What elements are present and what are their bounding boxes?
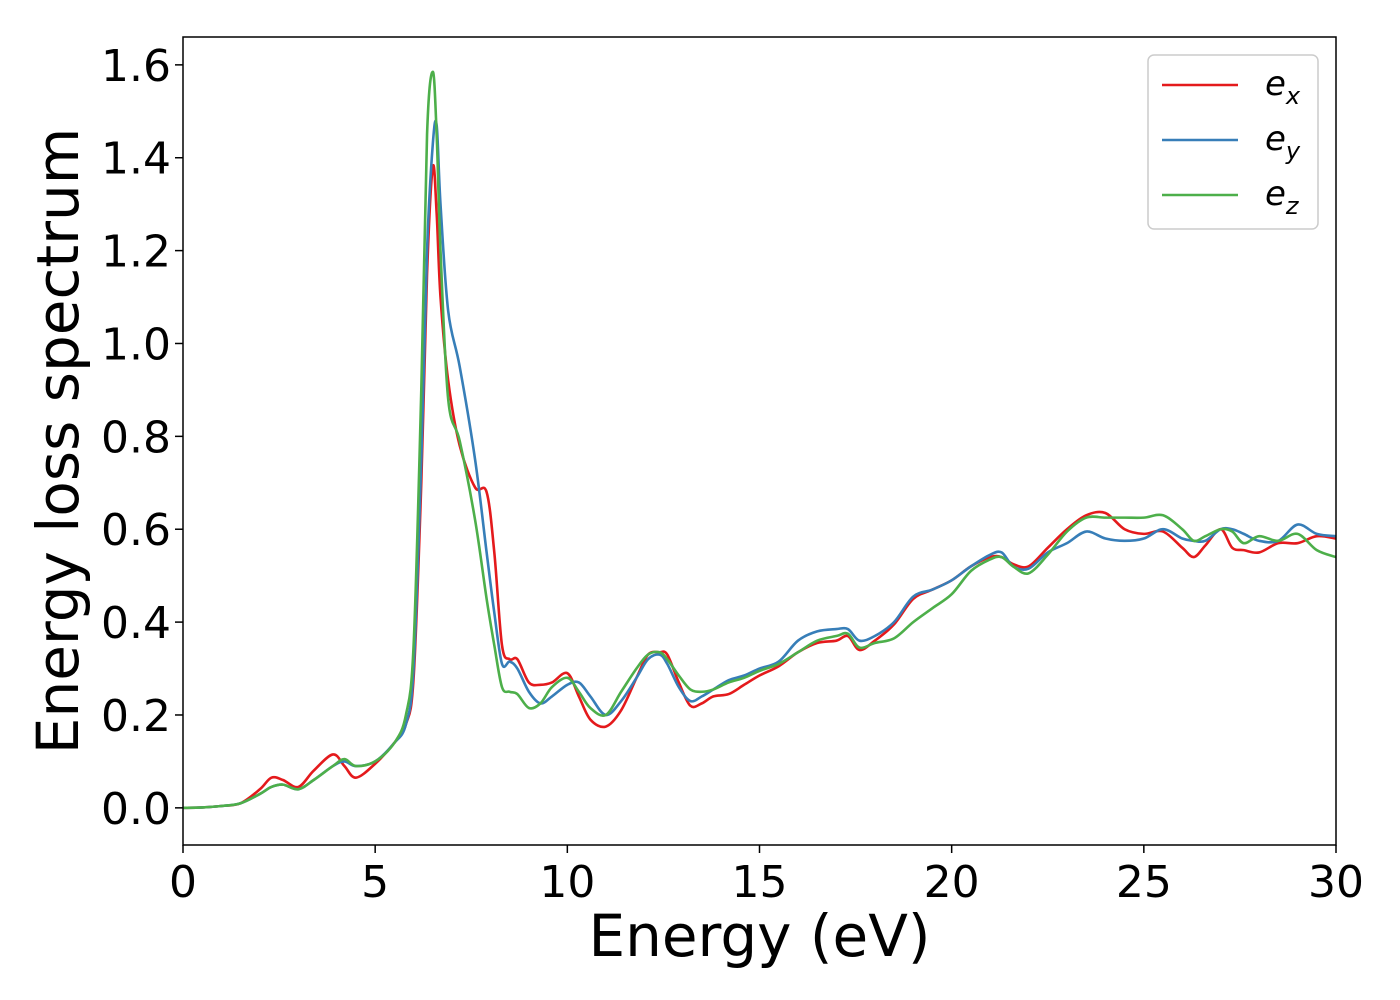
series-line-x [183,163,1336,810]
y-tick-label: 1.2 [101,227,171,278]
series-line-y [183,119,1336,810]
y-tick-label: 0.4 [101,598,171,649]
x-tick-label: 15 [732,857,788,908]
y-tick-label: 0.8 [101,412,171,463]
y-tick-label: 1.0 [101,319,171,370]
y-tick-label: 1.4 [101,134,171,185]
x-tick-label: 20 [924,857,980,908]
x-axis-title: Energy (eV) [588,902,930,970]
x-tick-label: 10 [539,857,595,908]
legend: ex ey ez [1147,54,1319,230]
y-axis-title: Energy loss spectrum [24,128,92,754]
legend-label-y: ey [1265,119,1301,165]
y-tick-label: 0.2 [101,691,171,742]
series-layer [183,70,1336,810]
legend-box [1147,54,1319,230]
x-axis: 0 5 10 15 20 25 30 [169,845,1364,908]
x-tick-label: 5 [361,857,389,908]
y-tick-label: 0.0 [101,784,171,835]
x-tick-label: 25 [1116,857,1172,908]
y-tick-label: 1.6 [101,41,171,92]
y-tick-label: 0.6 [101,505,171,556]
legend-label-x: ex [1265,64,1301,110]
legend-label-z: ez [1265,174,1300,220]
x-tick-label: 30 [1308,857,1364,908]
y-axis: 0.0 0.2 0.4 0.6 0.8 1.0 1.2 1.4 1.6 [101,41,183,835]
x-tick-label: 0 [169,857,197,908]
series-line-z [183,70,1336,810]
